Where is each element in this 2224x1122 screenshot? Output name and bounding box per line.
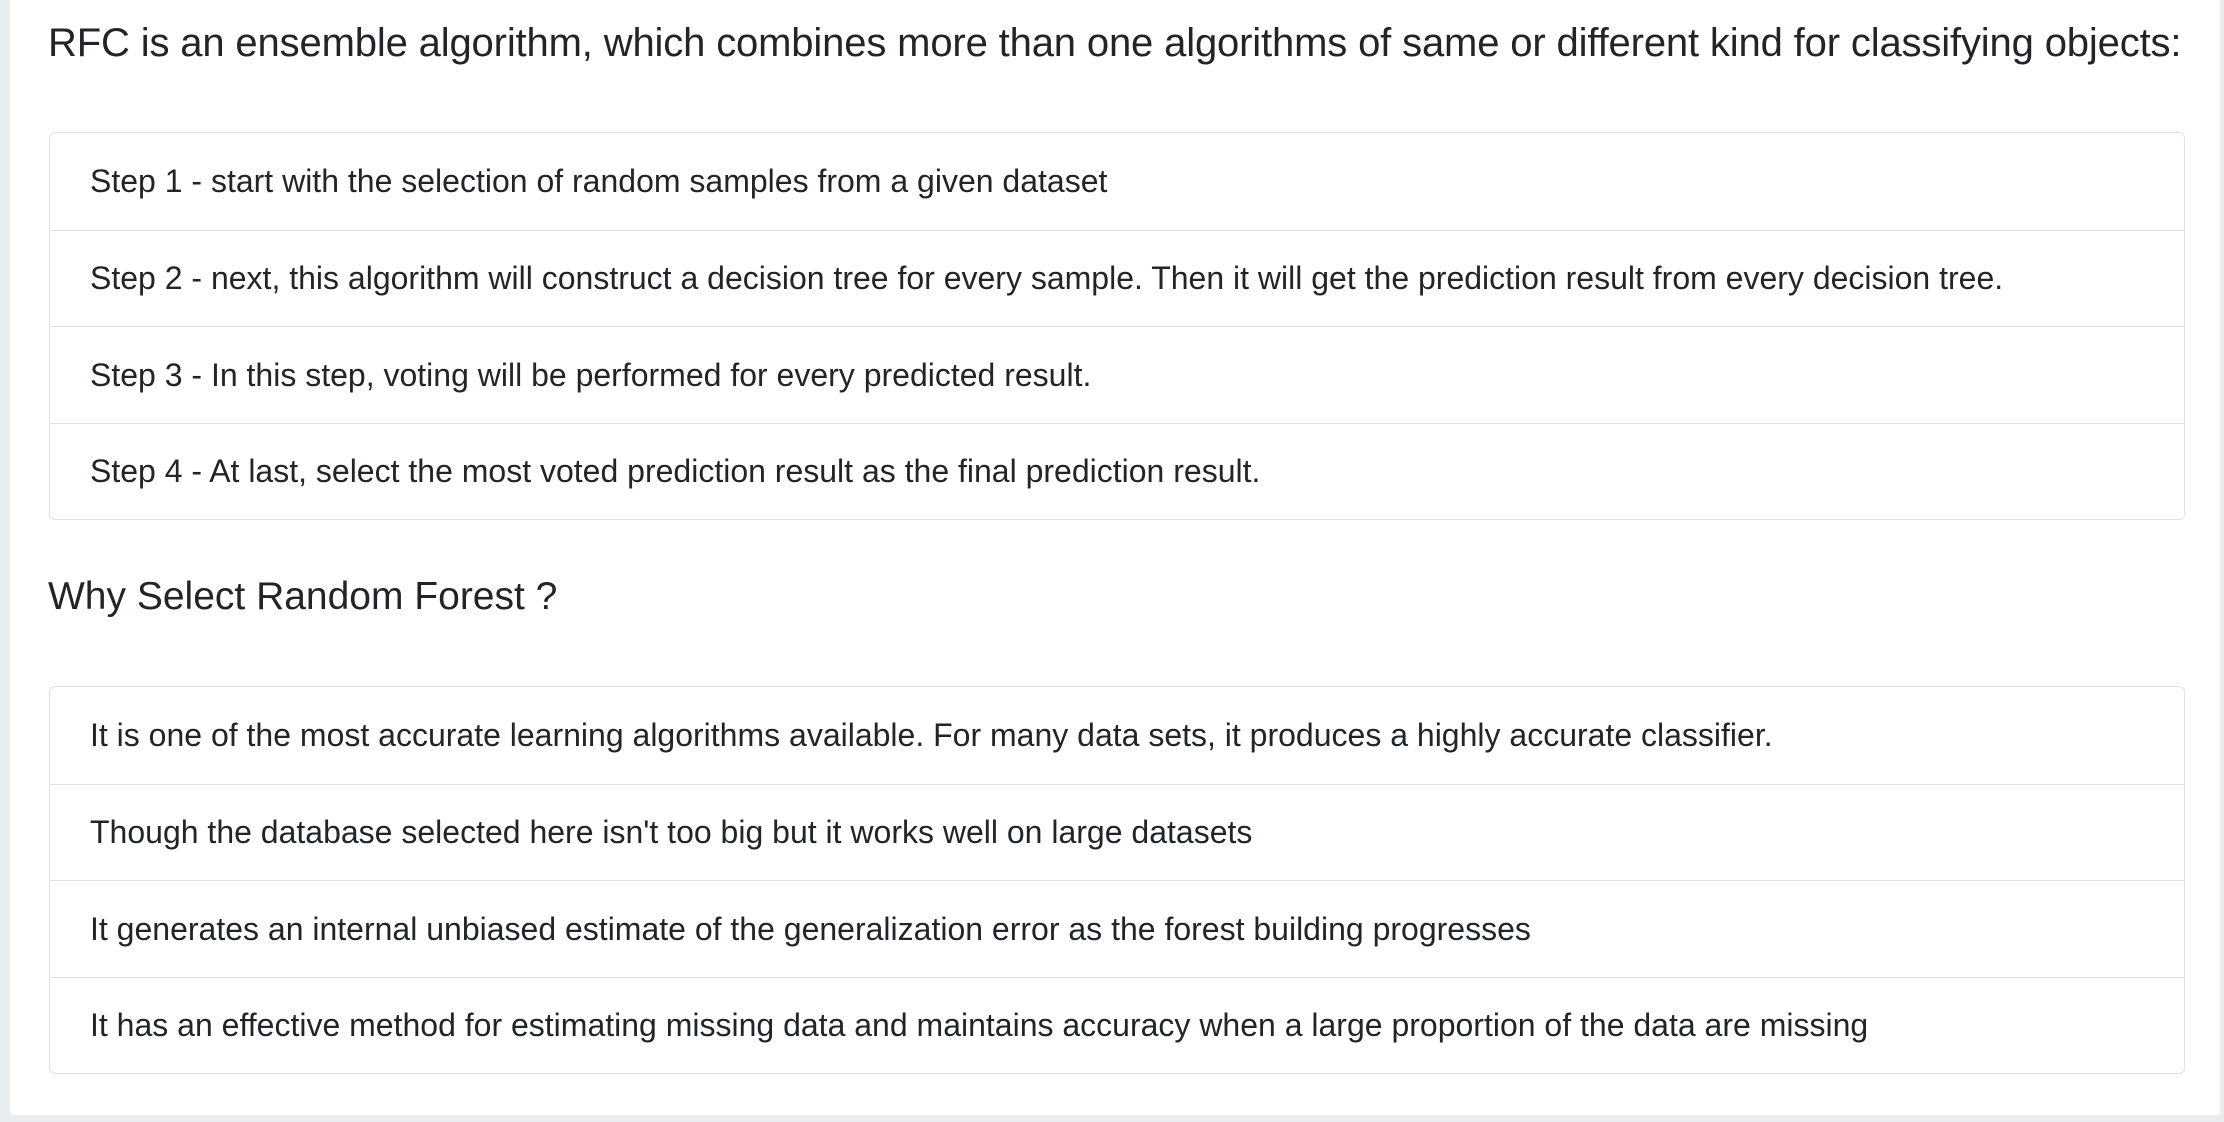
step-item-1: Step 1 - start with the selection of ran… [90,163,1108,200]
intro-heading: RFC is an ensemble algorithm, which comb… [48,21,2182,65]
step-item-3: Step 3 - In this step, voting will be pe… [50,326,2184,423]
reason-item-1: It is one of the most accurate learning … [90,717,1773,754]
content-card: RFC is an ensemble algorithm, which comb… [10,0,2220,1115]
reason-item-4: It has an effective method for estimatin… [50,976,2184,1074]
steps-list: Step 1 - start with the selection of ran… [49,132,2185,520]
step-item-4: Step 4 - At last, select the most voted … [50,422,2184,520]
reason-item-2: Though the database selected here isn't … [50,783,2184,881]
reason-item-3: It generates an internal unbiased estima… [50,880,2184,977]
reasons-list: It is one of the most accurate learning … [49,686,2185,1074]
why-heading: Why Select Random Forest ? [48,575,558,618]
step-item-2: Step 2 - next, this algorithm will const… [50,229,2184,327]
